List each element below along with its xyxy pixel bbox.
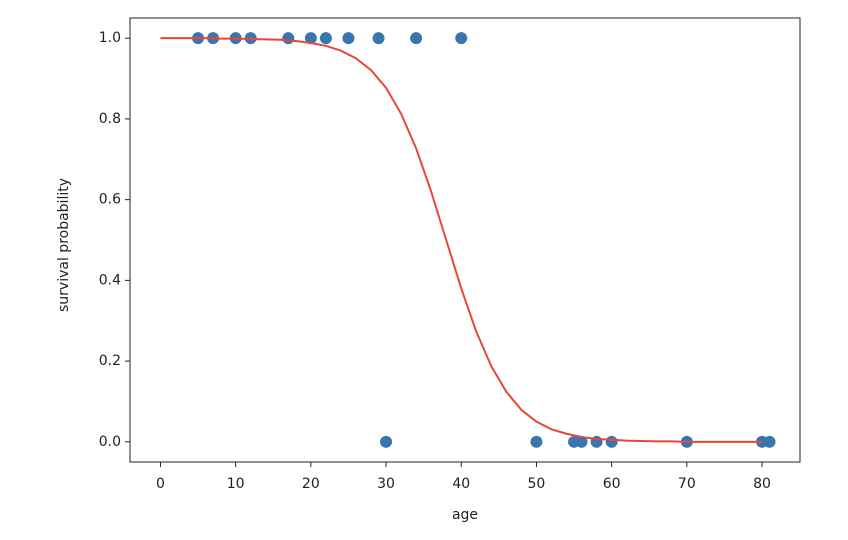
x-tick-label: 60 (603, 476, 621, 492)
x-tick-label: 40 (452, 476, 470, 492)
y-axis-label: survival probability (56, 178, 72, 312)
y-tick-label: 1.0 (99, 30, 121, 46)
data-point (304, 32, 317, 45)
data-point (575, 435, 588, 448)
data-point (455, 32, 468, 45)
data-point (530, 435, 543, 448)
x-tick-label: 20 (302, 476, 320, 492)
data-point (282, 32, 295, 45)
y-tick-label: 0.6 (99, 192, 121, 208)
x-tick-label: 80 (753, 476, 771, 492)
x-tick-label: 0 (156, 476, 165, 492)
x-tick-label: 50 (528, 476, 546, 492)
data-point (372, 32, 385, 45)
x-tick-label: 10 (227, 476, 245, 492)
y-tick-label: 0.2 (99, 353, 121, 369)
data-point (605, 435, 618, 448)
data-point (380, 435, 393, 448)
fit-line (160, 37, 763, 443)
data-point (410, 32, 423, 45)
x-axis-label: age (452, 507, 478, 523)
data-point (342, 32, 355, 45)
y-tick-label: 0.4 (99, 272, 121, 288)
y-tick-label: 0.8 (99, 111, 121, 127)
data-point (319, 32, 332, 45)
data-point (763, 435, 776, 448)
plot-frame (129, 17, 801, 463)
x-tick-label: 30 (377, 476, 395, 492)
y-tick-label: 0.0 (99, 434, 121, 450)
x-tick-label: 70 (678, 476, 696, 492)
